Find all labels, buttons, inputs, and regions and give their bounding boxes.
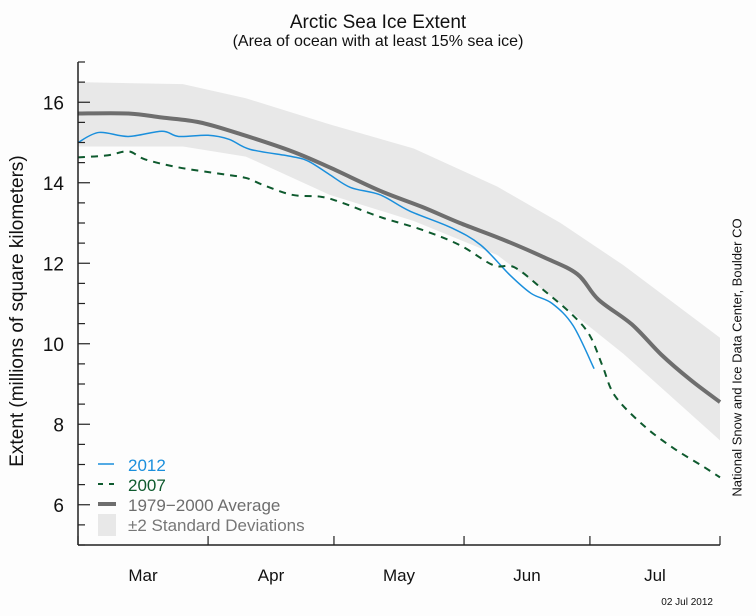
y-tick-label: 14: [43, 174, 65, 195]
x-tick-label: Mar: [128, 566, 158, 585]
series-line-2012: [77, 130, 595, 370]
legend-swatch-std-dev: [98, 514, 116, 536]
y-tick-label: 16: [43, 93, 64, 114]
x-tick-label: Jun: [513, 566, 540, 585]
std-dev-band: [78, 82, 720, 441]
x-tick-label: May: [383, 566, 416, 585]
series-line-2007: [77, 150, 721, 479]
date-stamp: 02 Jul 2012: [661, 597, 713, 608]
x-tick-label: Jul: [644, 566, 666, 585]
legend-label: 2007: [128, 476, 166, 495]
x-tick-label: Apr: [258, 566, 285, 585]
chart-title: Arctic Sea Ice Extent: [289, 12, 467, 33]
legend-label: 1979−2000 Average: [128, 496, 280, 515]
y-tick-label: 6: [53, 496, 64, 517]
legend-label: ±2 Standard Deviations: [128, 516, 305, 535]
legend-label: 2012: [128, 456, 166, 475]
chart-subtitle: (Area of ocean with at least 15% sea ice…: [232, 33, 524, 50]
series-line-1979-2000-average: [77, 111, 722, 404]
y-tick-label: 12: [43, 254, 64, 275]
y-tick-label: 8: [53, 415, 64, 436]
y-tick-label: 10: [43, 335, 64, 356]
